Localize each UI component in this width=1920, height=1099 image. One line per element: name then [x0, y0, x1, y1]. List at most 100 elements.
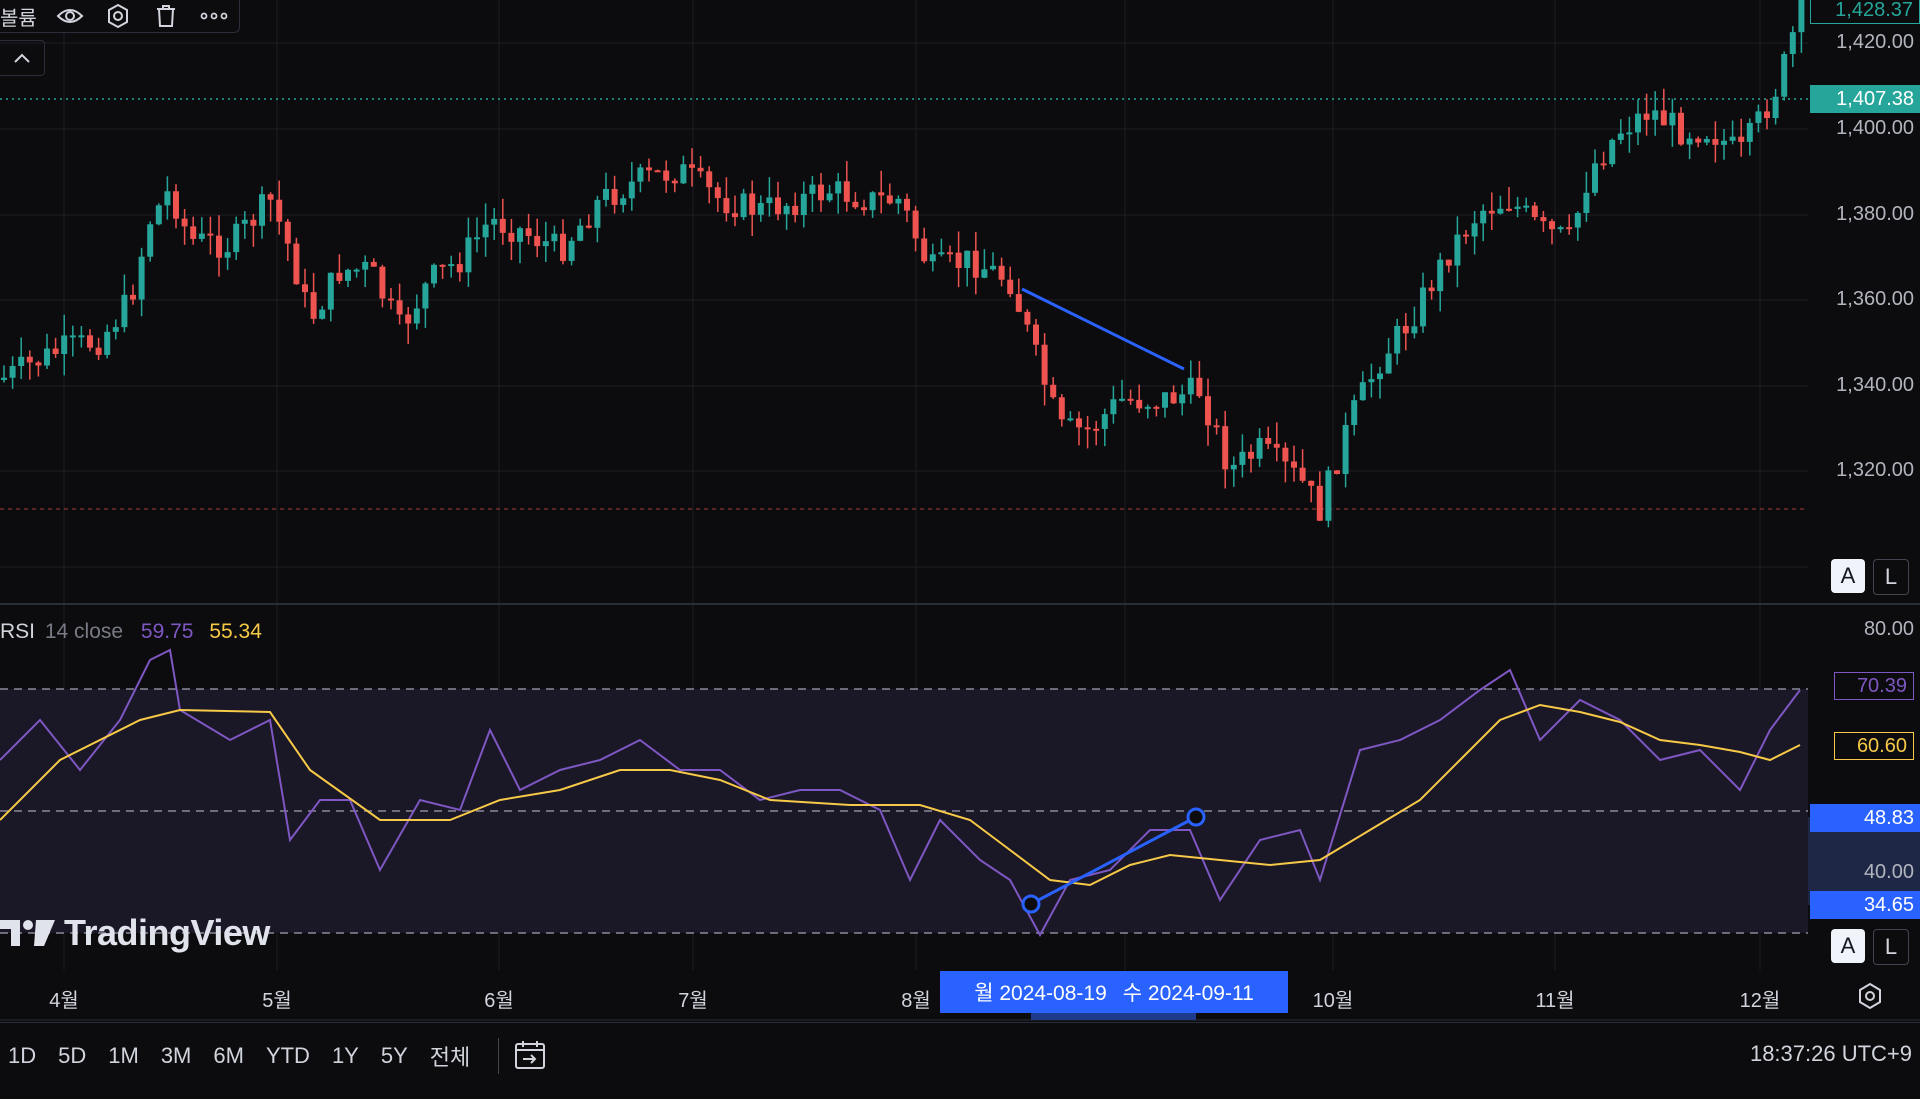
price-log-scale-button[interactable]: L [1873, 559, 1909, 595]
candle-body [181, 218, 188, 227]
time-axis-label: 7월 [678, 990, 708, 1012]
price-trendline[interactable] [1021, 287, 1185, 371]
rsi-trendline-start-handle[interactable] [1021, 894, 1041, 914]
price-auto-scale-button[interactable]: A [1831, 559, 1865, 593]
rsi-trendline-end-handle[interactable] [1186, 807, 1206, 827]
tradingview-logo[interactable]: TradingView [0, 912, 270, 954]
rsi-ma-line[interactable] [0, 703, 1801, 887]
candle-body [431, 264, 437, 284]
time-axis-label: 8월 [901, 990, 931, 1012]
range-end-date: 수 2024-09-11 [1122, 982, 1254, 1005]
tradingview-logo-icon [0, 920, 55, 946]
candle-body [267, 194, 274, 200]
candle-body [379, 266, 386, 299]
candle-body [1531, 205, 1538, 218]
candle-body [740, 193, 747, 218]
period-3m[interactable]: 3M [160, 1043, 192, 1068]
candle-body [1592, 163, 1598, 193]
candle-body [1127, 398, 1134, 401]
candle-body [35, 362, 42, 366]
rsi-line[interactable] [0, 648, 1801, 938]
chevron-up-icon [14, 53, 30, 63]
candle-body [345, 269, 351, 281]
candle-body [1067, 418, 1074, 421]
gear-icon[interactable] [1856, 982, 1884, 1015]
candle-body [998, 265, 1005, 280]
candle-body [1746, 122, 1753, 142]
candle-body [878, 192, 885, 196]
period-5d[interactable]: 5D [58, 1043, 87, 1068]
candle-body [1678, 112, 1684, 145]
period-6m[interactable]: 6M [213, 1043, 244, 1068]
candle-body [1153, 406, 1160, 409]
candle-body [1721, 140, 1727, 145]
settings-icon[interactable] [103, 1, 133, 31]
candle-body [1652, 110, 1659, 120]
period-all[interactable]: 전체 [429, 1045, 471, 1070]
candle-body [1454, 234, 1461, 266]
candle-body [1316, 485, 1323, 521]
candle-body [1239, 451, 1246, 465]
clock-timezone[interactable]: 18:37:26 UTC+9 [1749, 1041, 1912, 1066]
candle-body [1437, 259, 1444, 292]
period-5y[interactable]: 5Y [380, 1043, 408, 1068]
rsi-log-scale-button[interactable]: L [1873, 929, 1909, 965]
candle-body [1377, 373, 1383, 380]
candle-body [396, 300, 403, 315]
period-ytd[interactable]: YTD [265, 1043, 310, 1068]
candle-body [9, 366, 16, 378]
rsi-crosshair-bottom-badge: 34.65 [1810, 891, 1920, 919]
more-icon[interactable] [199, 1, 229, 31]
calendar-goto-icon[interactable] [513, 1039, 549, 1073]
price-axis-label: 1,380.00 [1836, 203, 1914, 225]
candle-body [190, 226, 197, 239]
rsi-name: RSI [0, 620, 36, 643]
rsi-trendline[interactable] [1030, 815, 1197, 906]
candle-body [1265, 438, 1272, 444]
candle-body [757, 203, 764, 215]
candle-body [1205, 396, 1211, 426]
volume-label: 볼륨 [0, 7, 37, 30]
trash-icon[interactable] [151, 1, 181, 31]
candle-body [1643, 113, 1650, 120]
candlestick-series[interactable] [1, 0, 1805, 528]
rsi-auto-scale-button[interactable]: A [1831, 929, 1865, 963]
candle-body [224, 252, 231, 258]
candle-body [1574, 213, 1581, 228]
time-axis-label: 11월 [1535, 990, 1575, 1012]
period-1m[interactable]: 1M [108, 1043, 139, 1068]
candle-body [800, 193, 807, 216]
candle-body [1187, 377, 1194, 395]
candle-body [869, 192, 876, 211]
candle-body [1248, 451, 1254, 459]
candle-body [138, 256, 145, 300]
candle-body [1084, 427, 1091, 430]
candle-body [44, 348, 50, 366]
candle-body [1, 377, 7, 380]
candle-body [1058, 397, 1065, 420]
selected-date-range: 월 2024-08-19 수 2024-09-11 [940, 971, 1288, 1013]
candle-body [594, 199, 601, 228]
rsi-axis-label: 40.00 [1863, 861, 1914, 883]
candle-body [413, 308, 420, 324]
period-1y[interactable]: 1Y [331, 1043, 359, 1068]
candle-body [1093, 428, 1100, 431]
candle-body [603, 188, 609, 200]
rsi-legend[interactable]: RSI 14 close 59.75 55.34 [0, 620, 262, 644]
candle-body [1712, 138, 1719, 145]
bottom-toolbar: 1D 5D 1M 3M 6M YTD 1Y 5Y 전체 [0, 1022, 1920, 1089]
candle-body [680, 164, 687, 184]
candle-body [861, 207, 867, 211]
candle-body [1514, 206, 1521, 209]
candle-body [173, 191, 179, 219]
candle-body [1540, 217, 1547, 222]
time-axis-label: 10월 [1312, 990, 1354, 1012]
candle-body [491, 218, 498, 225]
candle-body [1488, 210, 1495, 214]
eye-icon[interactable] [55, 1, 85, 31]
candle-body [517, 228, 523, 242]
collapse-legend-button[interactable] [0, 40, 45, 76]
candle-body [370, 261, 377, 267]
period-1d[interactable]: 1D [8, 1043, 37, 1068]
